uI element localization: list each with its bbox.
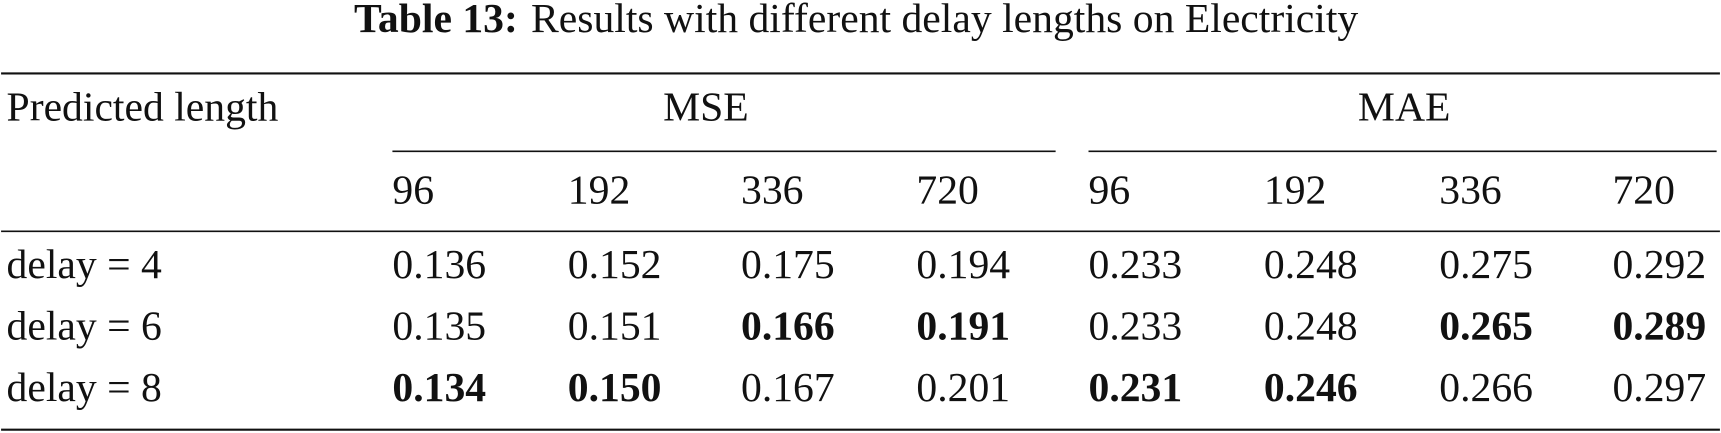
- group-header: MSE: [663, 84, 749, 130]
- column-header: 96: [392, 168, 434, 214]
- column-header: 96: [1089, 168, 1131, 214]
- cell: 0.233: [1089, 304, 1183, 350]
- cell: 0.152: [568, 242, 662, 288]
- cell: 0.265: [1439, 304, 1533, 350]
- cell: 0.201: [916, 365, 1010, 411]
- cell: 0.167: [741, 365, 835, 411]
- cell: 0.275: [1439, 242, 1533, 288]
- row-label: delay = 6: [7, 304, 162, 350]
- cell: 0.266: [1439, 365, 1533, 411]
- cell: 0.151: [568, 304, 662, 350]
- cell: 0.231: [1089, 365, 1183, 411]
- cell: 0.248: [1264, 242, 1358, 288]
- caption: Table 13: Results with different delay le…: [354, 0, 1358, 41]
- cell: 0.297: [1612, 365, 1706, 411]
- header-label: Predicted length: [7, 84, 279, 130]
- caption-text: Results with different delay lengths on …: [531, 0, 1358, 41]
- cell: 0.150: [568, 365, 662, 411]
- cell: 0.134: [392, 365, 486, 411]
- column-header: 336: [741, 168, 803, 214]
- group-header: MAE: [1358, 84, 1451, 130]
- cell: 0.136: [392, 242, 486, 288]
- column-header: 192: [568, 168, 630, 214]
- cell: 0.292: [1612, 242, 1706, 288]
- cell: 0.194: [916, 242, 1010, 288]
- cell: 0.233: [1089, 242, 1183, 288]
- cell: 0.191: [916, 304, 1010, 350]
- column-header: 192: [1264, 168, 1326, 214]
- cell: 0.166: [741, 304, 835, 350]
- cell: 0.175: [741, 242, 835, 288]
- cell: 0.248: [1264, 304, 1358, 350]
- row-label: delay = 8: [7, 365, 162, 411]
- caption-label: Table 13:: [354, 0, 518, 41]
- column-header: 336: [1439, 168, 1501, 214]
- row-label: delay = 4: [7, 242, 162, 288]
- column-header: 720: [1612, 168, 1674, 214]
- column-header: 720: [916, 168, 978, 214]
- cell: 0.135: [392, 304, 486, 350]
- cell: 0.289: [1612, 304, 1706, 350]
- cell: 0.246: [1264, 365, 1358, 411]
